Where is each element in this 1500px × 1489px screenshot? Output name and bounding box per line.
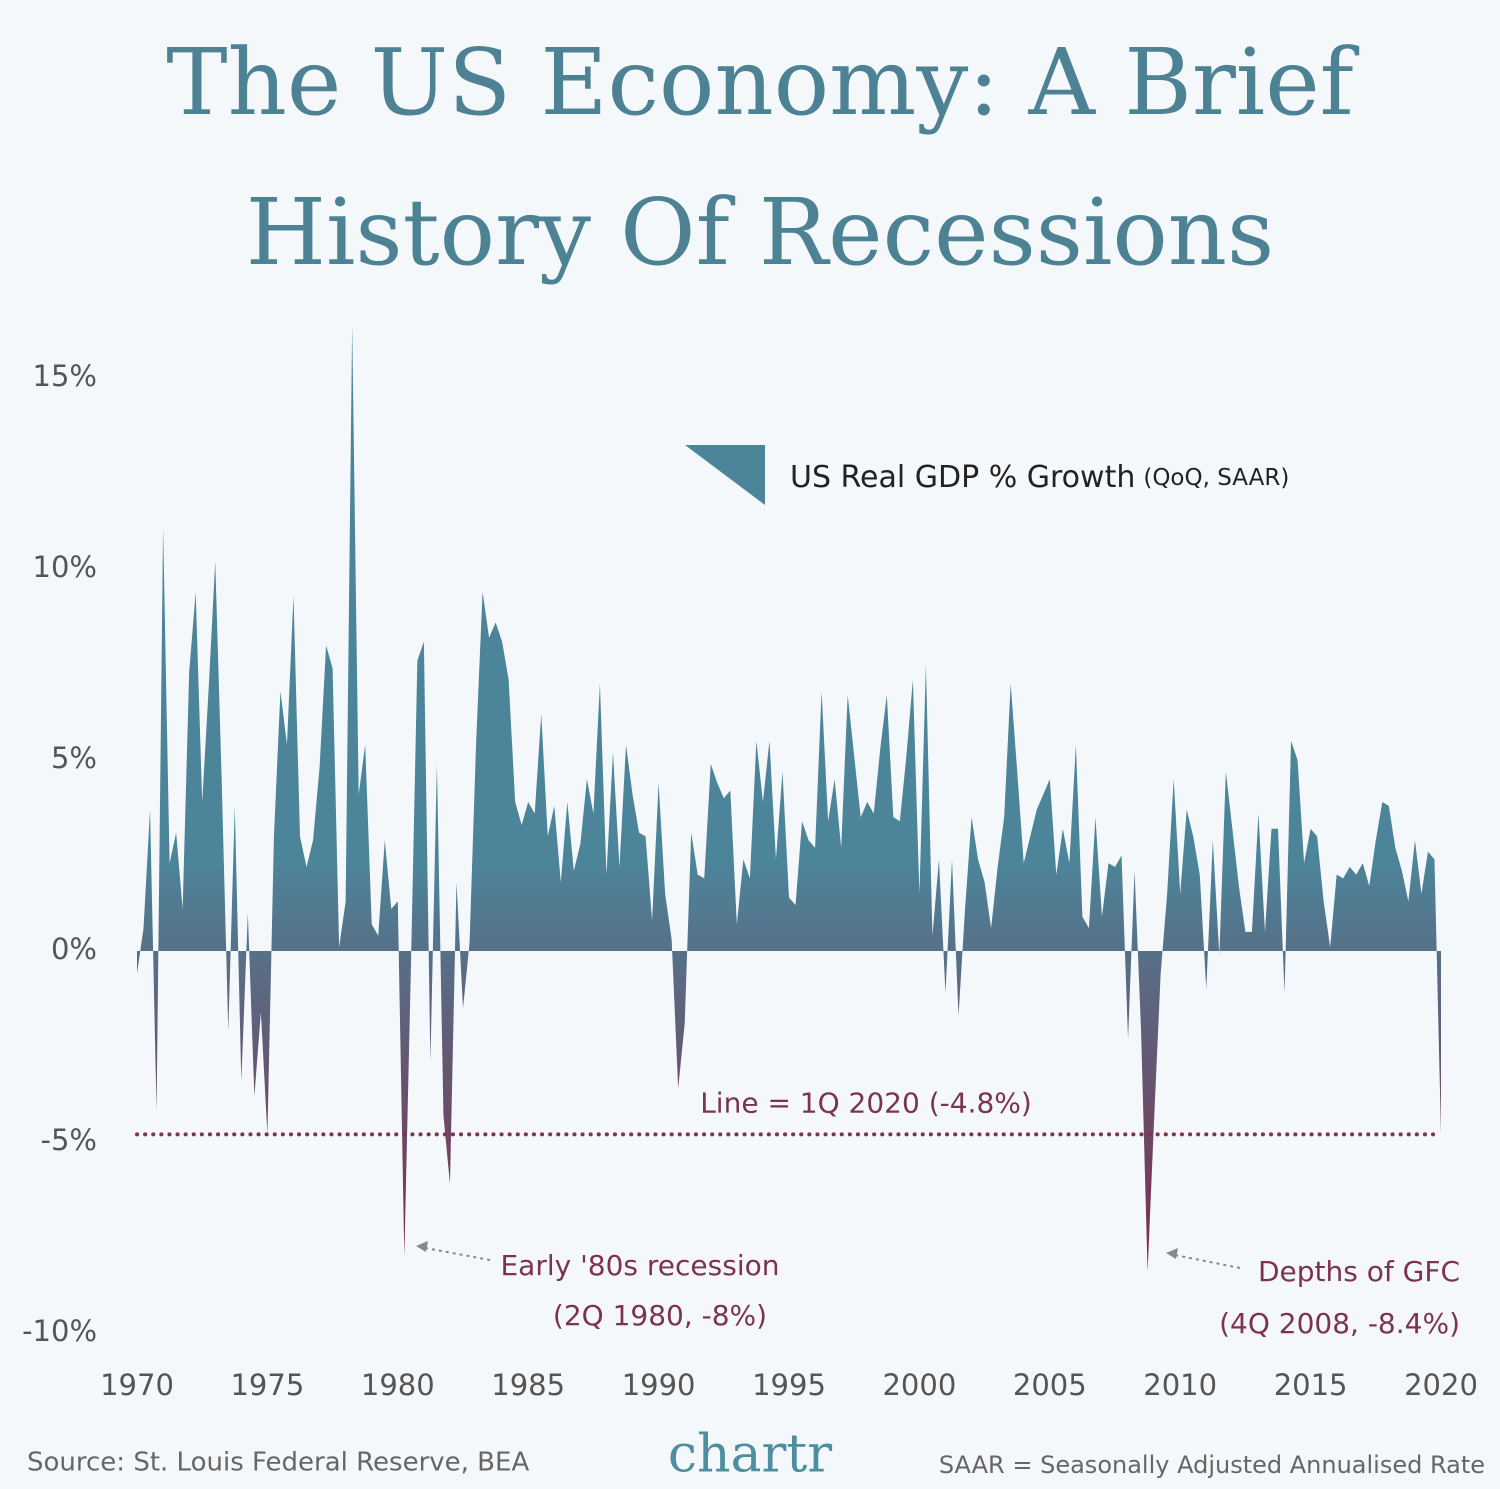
x-tick-label: 2015 [1274,1368,1348,1402]
arrow [1169,1253,1241,1269]
y-tick-label: 5% [51,741,97,775]
x-tick-label: 1980 [361,1368,435,1402]
legend-name: US Real GDP % Growth [790,460,1135,495]
y-tick-label: -5% [41,1123,97,1157]
x-tick-label: 2010 [1143,1368,1217,1402]
annotation: Early '80s recession [500,1249,779,1282]
x-tick-label: 1990 [622,1368,696,1402]
annotation: (2Q 1980, -8%) [553,1299,767,1332]
x-tick-label: 2000 [882,1368,956,1402]
legend-note: (QoQ, SAAR) [1143,465,1289,491]
x-tick-label: 1975 [230,1368,304,1402]
arrow-head [1166,1248,1178,1259]
annotation: (4Q 2008, -8.4%) [1219,1307,1460,1340]
x-tick-label: 1995 [752,1368,826,1402]
x-tick-label: 1985 [491,1368,565,1402]
y-tick-label: 0% [51,932,97,966]
legend-swatch [685,445,765,505]
arrow-head [416,1241,428,1252]
chart-title: The US Economy: A Brief [166,29,1359,136]
x-tick-label: 1970 [100,1368,174,1402]
chart-title: History Of Recessions [246,179,1275,286]
y-tick-label: 10% [33,550,97,584]
logo: chartr [668,1425,832,1485]
y-tick-label: 15% [33,359,97,393]
legend-label: US Real GDP % Growth (QoQ, SAAR) [790,460,1289,495]
x-tick-label: 2005 [1013,1368,1087,1402]
y-tick-label: -10% [22,1314,97,1348]
x-tick-label: 2020 [1404,1368,1478,1402]
source: Source: St. Louis Federal Reserve, BEA [27,1448,529,1478]
arrow [419,1246,491,1261]
reference-label: Line = 1Q 2020 (-4.8%) [700,1086,1032,1119]
annotation: Depths of GFC [1258,1255,1460,1288]
footnote: SAAR = Seasonally Adjusted Annualised Ra… [939,1451,1485,1479]
